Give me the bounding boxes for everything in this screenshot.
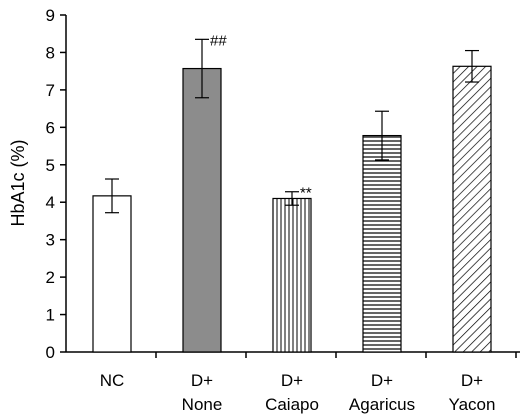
y-axis-title: HbA1c (%) bbox=[8, 139, 28, 226]
error-bar bbox=[195, 38, 209, 99]
bar bbox=[92, 195, 132, 353]
x-category-label: D+ bbox=[461, 371, 483, 390]
bar bbox=[182, 67, 222, 353]
y-tick-label: 2 bbox=[46, 268, 55, 287]
x-category-sublabel: Caiapo bbox=[265, 395, 319, 414]
y-axis: 0 1 2 3 4 5 6 7 8 9 bbox=[46, 6, 67, 362]
x-category-label: D+ bbox=[371, 371, 393, 390]
y-tick-label: 8 bbox=[46, 43, 55, 62]
y-tick-label: 6 bbox=[46, 118, 55, 137]
x-category-label: D+ bbox=[191, 371, 213, 390]
significance-marker: ## bbox=[210, 32, 227, 49]
x-category-sublabel: None bbox=[182, 395, 223, 414]
y-tick-label: 4 bbox=[46, 193, 55, 212]
x-category-label: D+ bbox=[281, 371, 303, 390]
x-axis bbox=[66, 351, 520, 358]
bar bbox=[362, 134, 402, 353]
error-bar bbox=[375, 110, 389, 161]
x-category-sublabel: Agaricus bbox=[349, 395, 415, 414]
error-bars bbox=[105, 38, 479, 214]
bar bbox=[272, 197, 312, 353]
y-tick-label: 5 bbox=[46, 156, 55, 175]
category-labels: NC D+ None D+ Caiapo D+ Agaricus D+ Yacon bbox=[100, 371, 496, 414]
bars bbox=[92, 65, 492, 353]
x-category-label: NC bbox=[100, 371, 125, 390]
bar bbox=[452, 65, 492, 353]
error-bar bbox=[105, 178, 119, 214]
y-tick-label: 9 bbox=[46, 6, 55, 25]
error-bar bbox=[465, 49, 479, 83]
annotations: ## ** bbox=[210, 32, 312, 201]
y-tick-label: 0 bbox=[46, 343, 55, 362]
x-category-sublabel: Yacon bbox=[449, 395, 496, 414]
significance-marker: ** bbox=[300, 185, 312, 202]
y-tick-label: 7 bbox=[46, 81, 55, 100]
error-bar bbox=[285, 191, 299, 206]
y-tick-label: 3 bbox=[46, 231, 55, 250]
y-tick-label: 1 bbox=[46, 306, 55, 325]
